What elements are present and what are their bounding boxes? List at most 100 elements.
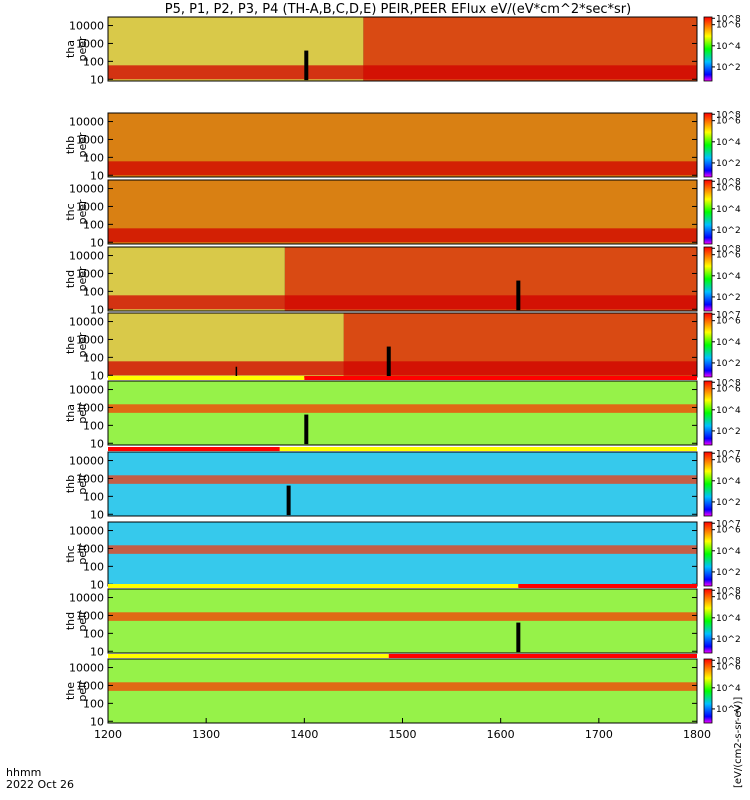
band-solar-wind-ion: [108, 522, 697, 586]
colorbar-tick-label: 10^2: [716, 359, 741, 369]
panel-ylabel-species: peir: [76, 402, 89, 424]
y-tick-label: 10: [90, 73, 104, 86]
panel-ylabel-species: peer: [76, 132, 89, 158]
panel-frame: [107, 588, 698, 654]
colorbar-tick-label: 10^7: [716, 310, 741, 320]
y-tick-label: 100: [83, 55, 104, 68]
colorbar-tick-label: 10^4: [716, 338, 741, 348]
band-ion: [108, 659, 697, 723]
colorbar-tick-label: 10^8: [716, 177, 741, 187]
colorbar: [703, 16, 713, 82]
colorbar-tick-label: 10^2: [716, 498, 741, 508]
colorbar-tick-label: 10^2: [716, 226, 741, 236]
y-tick-label: 10000: [69, 525, 104, 538]
colorbar-tick-label: 10^7: [716, 449, 741, 459]
y-tick-label: 10000: [69, 116, 104, 129]
y-tick-label: 1000: [76, 37, 104, 50]
panel-ylabel-probe: thc: [64, 203, 77, 220]
panel-ylabel-species: peir: [76, 473, 89, 495]
colorbar-tick-label: 10^6: [716, 526, 741, 536]
colorbar-tick-label: 10^6: [716, 184, 741, 194]
ion-peak-band: [108, 545, 697, 554]
panel-ylabel-species: peir: [76, 680, 89, 702]
band-ion: [108, 589, 697, 653]
data-gap-spike: [516, 622, 521, 653]
colorbar: [703, 312, 713, 378]
low-energy-band: [108, 228, 697, 243]
x-axis-label: hhmm: [6, 766, 41, 779]
y-tick-label: 1000: [76, 133, 104, 146]
y-tick-label: 10: [90, 578, 104, 591]
low-energy-band: [108, 361, 697, 376]
x-tick-label: 1300: [192, 728, 220, 741]
panel-frame: [107, 16, 698, 82]
y-tick-label: 100: [83, 419, 104, 432]
low-energy-band: [108, 295, 697, 310]
colorbar-tick-label: 10^7: [716, 519, 741, 529]
colorbar: [703, 246, 713, 312]
quality-bar-right: [518, 584, 697, 588]
panel-tha-peer: 10 100 1000 10000 tha peer 10^2 10^4 10^610^8: [64, 14, 741, 86]
y-tick-label: 1000: [76, 609, 104, 622]
panel-ylabel-species: peir: [76, 543, 89, 565]
y-tick-label: 10: [90, 169, 104, 182]
y-tick-label: 1000: [76, 401, 104, 414]
colorbar-tick-label: 10^4: [716, 42, 741, 52]
panel-thd-peir: 10 100 1000 10000 thd peir 10^2 10^4 10^610^8: [64, 584, 741, 658]
y-tick-label: 10: [90, 303, 104, 316]
colorbar: [703, 658, 713, 724]
colorbar-tick-label: 10^8: [716, 110, 741, 120]
ion-peak-band: [108, 475, 697, 484]
y-tick-label: 10: [90, 715, 104, 728]
colorbar-tick-label: 10^6: [716, 593, 741, 603]
colorbar-tick-label: 10^8: [716, 244, 741, 254]
panel-tha-peir: 10 100 1000 10000 tha peir 10^2 10^4 10^610^8: [64, 376, 741, 450]
panel-ylabel-species: peer: [76, 332, 89, 358]
quality-bar-left: [108, 447, 280, 451]
y-tick-label: 10000: [69, 384, 104, 397]
panel-frame: [107, 112, 698, 178]
time-axis: 1200 1300 1400 1500 1600 1700 1800: [94, 718, 711, 741]
colorbar: [703, 112, 713, 178]
panel-thc-peir: 10 100 1000 10000 thc peir 10^2 10^4 10^610^7: [64, 519, 741, 591]
colorbar-tick-label: 10^4: [716, 614, 741, 624]
y-tick-label: 10000: [69, 662, 104, 675]
y-tick-label: 1000: [76, 200, 104, 213]
colorbar-tick-label: 10^4: [716, 205, 741, 215]
x-tick-label: 1700: [585, 728, 613, 741]
x-tick-label: 1200: [94, 728, 122, 741]
colorbar: [703, 588, 713, 654]
panel-ylabel-probe: thb: [64, 475, 77, 493]
spacecraft-potential-mark: [235, 366, 238, 377]
colorbar-tick-label: 10^6: [716, 21, 741, 31]
date-label: 2022 Oct 26: [6, 778, 74, 791]
colorbar-tick-label: 10^8: [716, 378, 741, 388]
panel-thb-peir: 10 100 1000 10000 thb peir 10^2 10^4 10^610^7: [64, 447, 741, 521]
colorbar-tick-label: 10^2: [716, 635, 741, 645]
panel-ylabel-species: peir: [76, 610, 89, 632]
y-tick-label: 1000: [76, 679, 104, 692]
panel-ylabel-probe: the: [64, 336, 77, 354]
colorbar-tick-label: 10^6: [716, 456, 741, 466]
panel-thb-peer: 10 100 1000 10000 thb peer 10^2 10^4 10^610^8: [64, 110, 741, 182]
x-tick-label: 1400: [290, 728, 318, 741]
quality-bar-right: [304, 376, 697, 380]
colorbar: [703, 521, 713, 587]
quality-bar-right: [279, 447, 697, 451]
data-gap-spike: [304, 50, 309, 81]
y-tick-label: 1000: [76, 333, 104, 346]
colorbar-tick-label: 10^2: [716, 293, 741, 303]
y-tick-label: 100: [83, 218, 104, 231]
colorbar-tick-label: 10^4: [716, 477, 741, 487]
panel-frame: [107, 451, 698, 517]
data-gap-spike: [386, 346, 391, 377]
y-tick-label: 10000: [69, 592, 104, 605]
colorbar: [703, 380, 713, 446]
panel-frame: [107, 179, 698, 245]
ion-peak-band: [108, 612, 697, 621]
y-tick-label: 100: [83, 285, 104, 298]
panel-frame: [107, 380, 698, 446]
y-tick-label: 10: [90, 645, 104, 658]
colorbar-tick-label: 10^4: [716, 272, 741, 282]
